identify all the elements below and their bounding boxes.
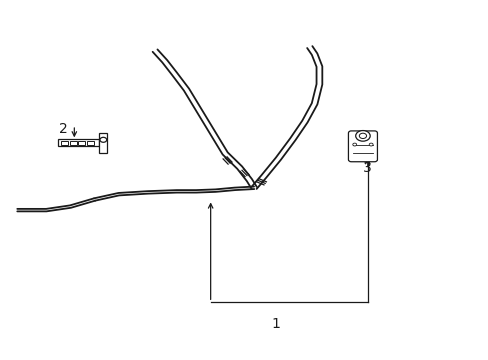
Bar <box>86 141 94 145</box>
Bar <box>78 141 85 145</box>
Circle shape <box>368 143 372 146</box>
Circle shape <box>352 143 356 146</box>
Text: 2: 2 <box>59 122 67 136</box>
Bar <box>61 141 68 145</box>
Circle shape <box>100 137 106 142</box>
Text: 1: 1 <box>271 316 280 330</box>
Text: 3: 3 <box>363 161 371 175</box>
Bar <box>70 141 77 145</box>
Circle shape <box>355 131 369 141</box>
Bar <box>99 133 107 153</box>
FancyBboxPatch shape <box>348 131 377 162</box>
Bar <box>58 139 99 146</box>
Circle shape <box>359 133 366 139</box>
